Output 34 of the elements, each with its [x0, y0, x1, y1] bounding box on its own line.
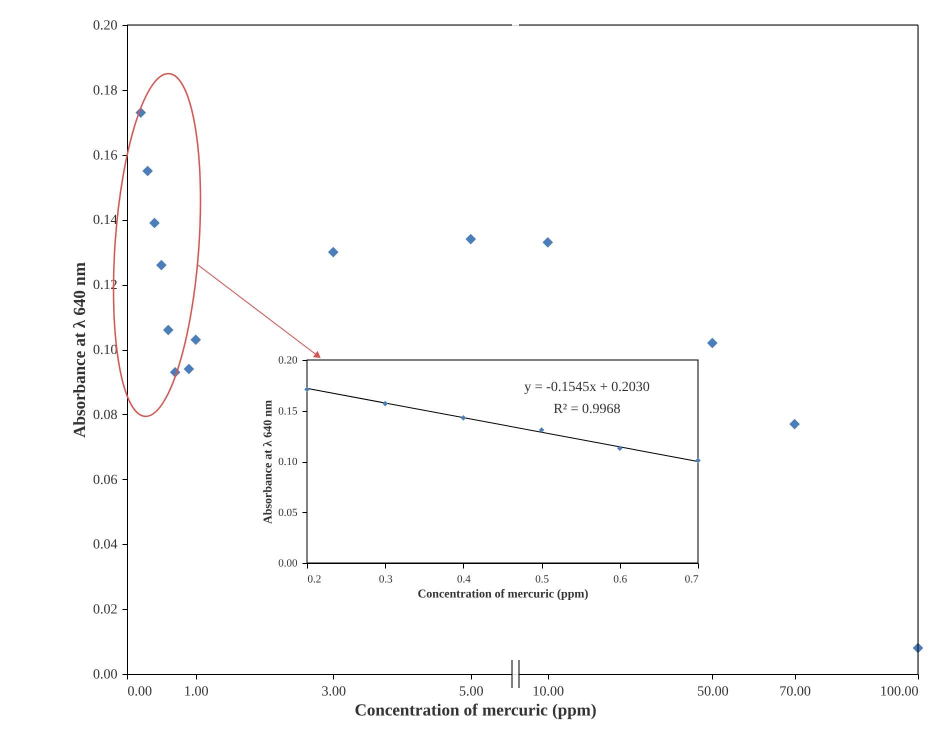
x-tick-label: 50.00 — [697, 684, 729, 700]
y-axis-title: Absorbance at λ 640 nm — [260, 400, 274, 524]
x-tick-label: 0.00 — [128, 684, 152, 700]
y-tick-label: 0.04 — [93, 538, 118, 553]
x-tick-label: 3.00 — [322, 684, 346, 700]
y-tick-label: 0.16 — [93, 148, 118, 164]
annotation: R² = 0.9968 — [554, 402, 620, 417]
y-axis-title: Absorbance at λ 640 nm — [70, 262, 89, 438]
x-tick-label: 70.00 — [779, 684, 811, 700]
x-tick-label: 1.00 — [184, 684, 208, 700]
x-axis-title: Concentration of mercuric (ppm) — [354, 700, 596, 720]
y-tick-label: 0.05 — [278, 506, 298, 519]
x-tick-label: 0.5 — [535, 574, 550, 586]
x-tick-label: 0.2 — [308, 574, 322, 586]
x-tick-label: 0.4 — [457, 574, 472, 586]
x-tick-label: 0.6 — [613, 574, 628, 586]
x-tick-label: 0.7 — [684, 574, 699, 586]
y-tick-label: 0.15 — [278, 405, 298, 418]
x-tick-label: 100.00 — [880, 684, 918, 700]
y-tick-label: 0.00 — [278, 558, 298, 570]
y-tick-label: 0.18 — [93, 83, 118, 98]
y-tick-label: 0.14 — [93, 213, 118, 228]
x-axis-title: Concentration of mercuric (ppm) — [418, 586, 588, 600]
x-tick-label: 5.00 — [459, 684, 484, 700]
x-tick-label: 10.00 — [532, 684, 564, 700]
annotation: y = -0.1545x + 0.2030 — [524, 380, 650, 395]
y-tick-label: 0.00 — [93, 668, 118, 682]
y-tick-label: 0.20 — [93, 18, 118, 34]
y-tick-label: 0.02 — [93, 602, 118, 618]
x-tick-label: 0.3 — [378, 574, 394, 586]
y-tick-label: 0.08 — [93, 408, 118, 423]
y-tick-label: 0.20 — [278, 354, 298, 366]
y-tick-label: 0.10 — [278, 456, 298, 468]
y-tick-label: 0.06 — [93, 472, 118, 488]
